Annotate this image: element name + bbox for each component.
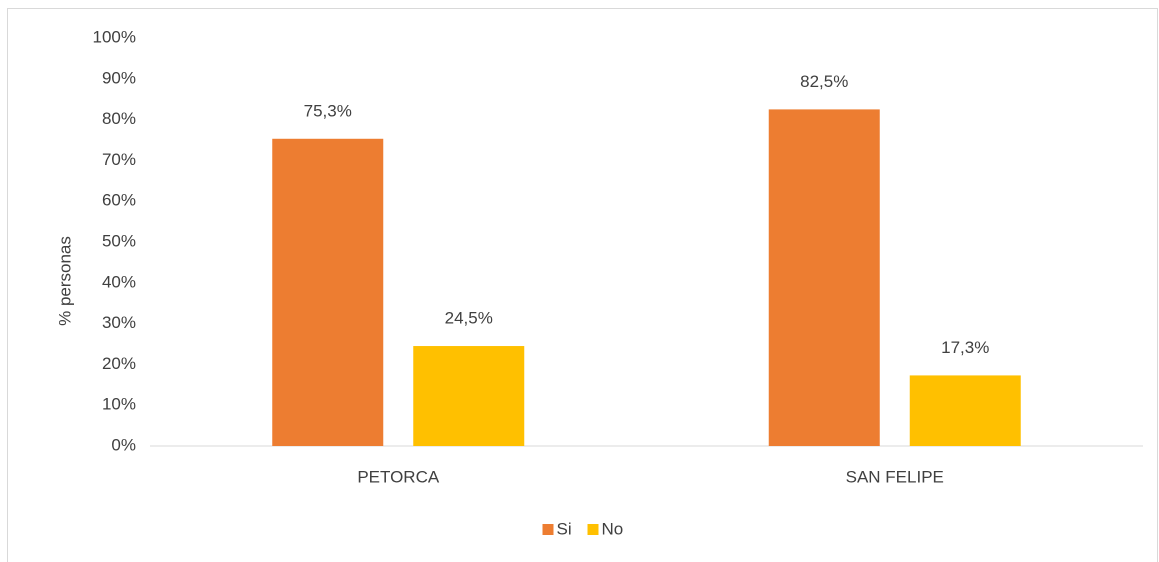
x-tick-label: PETORCA — [357, 467, 440, 486]
legend-swatch — [542, 524, 554, 535]
y-axis-label: % personas — [55, 236, 74, 326]
data-label: 24,5% — [445, 309, 493, 328]
data-label: 82,5% — [800, 72, 848, 91]
y-tick-label: 90% — [102, 68, 136, 87]
chart-border — [7, 8, 1158, 562]
legend-label: No — [602, 519, 624, 538]
data-label: 75,3% — [304, 101, 352, 120]
bar — [768, 109, 880, 447]
legend-label: Si — [557, 519, 572, 538]
y-tick-label: 50% — [102, 231, 136, 250]
y-tick-label: 80% — [102, 109, 136, 128]
y-tick-label: 70% — [102, 150, 136, 169]
bar — [272, 138, 384, 446]
y-tick-label: 60% — [102, 191, 136, 210]
x-tick-label: SAN FELIPE — [846, 467, 944, 486]
y-tick-label: 10% — [102, 395, 136, 414]
bar — [413, 346, 525, 446]
y-tick-label: 30% — [102, 313, 136, 332]
y-tick-label: 100% — [93, 27, 136, 46]
legend-swatch — [587, 524, 599, 535]
data-label: 17,3% — [941, 338, 989, 357]
bar — [909, 375, 1021, 446]
y-tick-label: 20% — [102, 354, 136, 373]
y-tick-label: 0% — [111, 435, 136, 454]
y-tick-label: 40% — [102, 272, 136, 291]
